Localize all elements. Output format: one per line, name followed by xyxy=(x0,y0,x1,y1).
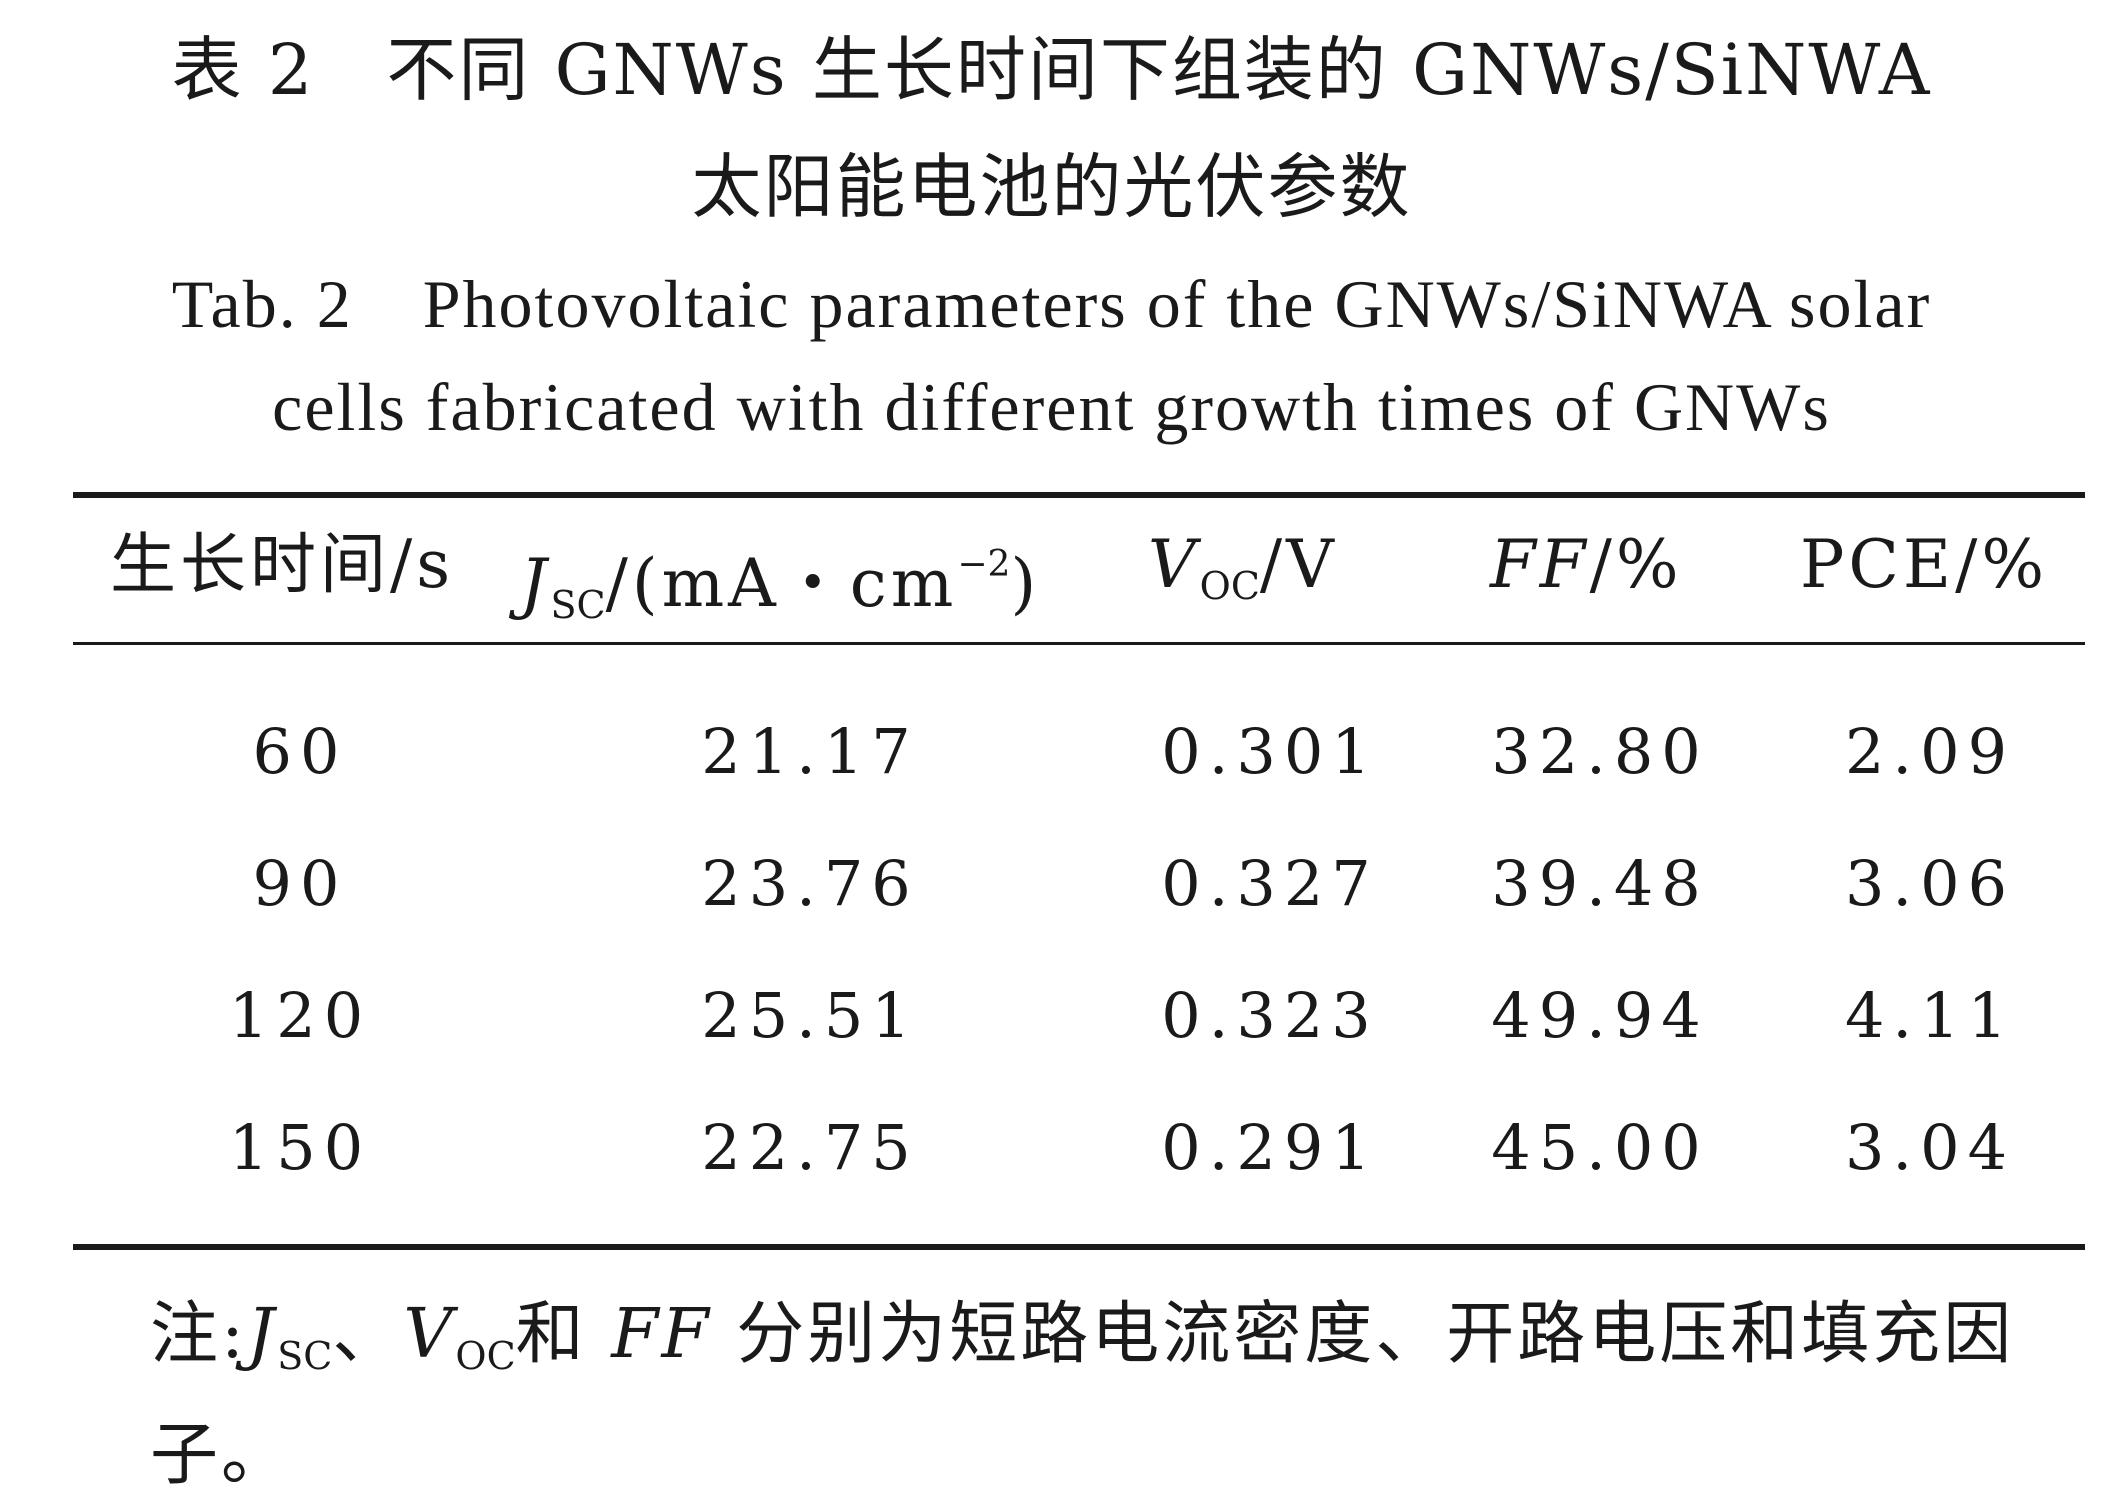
jsc-exponent: −2 xyxy=(957,544,1011,585)
ff-symbol: FF xyxy=(1490,526,1590,603)
table-note: 注:JSC、VOC和 FF 分别为短路电流密度、开路电压和填充因子。 xyxy=(150,1285,2090,1506)
note-j-subscript: SC xyxy=(277,1334,333,1378)
jsc-close: ) xyxy=(1010,545,1041,622)
cell-time: 120 xyxy=(228,979,372,1052)
note-j-symbol: J xyxy=(246,1295,278,1374)
note-separator: 、 xyxy=(332,1295,404,1374)
cell-time: 90 xyxy=(252,847,348,920)
header-pce: PCE/% xyxy=(1800,526,2049,603)
cell-time: 150 xyxy=(228,1111,372,1184)
cell-jsc: 21.17 xyxy=(701,715,919,788)
cell-voc: 0.327 xyxy=(1161,847,1379,920)
jsc-unit: /(mA・cm xyxy=(605,545,958,622)
cell-pce: 3.06 xyxy=(1844,847,2016,920)
table-title-zh-line1: 表 2 不同 GNWs 生长时间下组装的 GNWs/SiNWA xyxy=(171,29,1932,111)
note-prefix: 注: xyxy=(150,1295,247,1374)
jsc-subscript: SC xyxy=(550,583,606,627)
note-and: 和 xyxy=(515,1295,612,1374)
note-v-subscript: OC xyxy=(455,1334,516,1378)
cell-pce: 3.04 xyxy=(1844,1111,2016,1184)
note-v-symbol: V xyxy=(403,1295,456,1374)
table-bottom-rule xyxy=(73,1244,2085,1250)
cell-jsc: 22.75 xyxy=(701,1111,919,1184)
cell-pce: 2.09 xyxy=(1844,715,2016,788)
cell-jsc: 25.51 xyxy=(701,979,919,1052)
table-title-zh-line2: 太阳能电池的光伏参数 xyxy=(691,146,1412,228)
note-ff-symbol: FF xyxy=(611,1295,712,1374)
table-title-en-line1: Tab. 2 Photovoltaic parameters of the GN… xyxy=(171,266,1932,342)
table-header-rule xyxy=(73,642,2085,645)
ff-unit: /% xyxy=(1589,526,1683,603)
cell-ff: 39.48 xyxy=(1491,847,1709,920)
cell-jsc: 23.76 xyxy=(701,847,919,920)
cell-voc: 0.323 xyxy=(1161,979,1379,1052)
table-top-rule xyxy=(73,492,2085,498)
voc-unit: /V xyxy=(1259,526,1338,603)
cell-voc: 0.301 xyxy=(1161,715,1379,788)
cell-time: 60 xyxy=(252,715,348,788)
cell-ff: 45.00 xyxy=(1491,1111,1709,1184)
jsc-symbol: J xyxy=(520,545,551,622)
cell-voc: 0.291 xyxy=(1161,1111,1379,1184)
table-title-en-line2: cells fabricated with different growth t… xyxy=(272,369,1831,445)
cell-ff: 49.94 xyxy=(1491,979,1709,1052)
header-growth-time: 生长时间/s xyxy=(110,526,455,603)
header-ff: FF/% xyxy=(1490,525,1730,605)
header-voc: VOC/V xyxy=(1148,525,1448,626)
header-jsc: JSC/(mA・cm−2) xyxy=(520,525,1110,645)
voc-subscript: OC xyxy=(1199,564,1260,608)
cell-ff: 32.80 xyxy=(1491,715,1709,788)
cell-pce: 4.11 xyxy=(1844,979,2016,1052)
voc-symbol: V xyxy=(1148,526,1200,603)
